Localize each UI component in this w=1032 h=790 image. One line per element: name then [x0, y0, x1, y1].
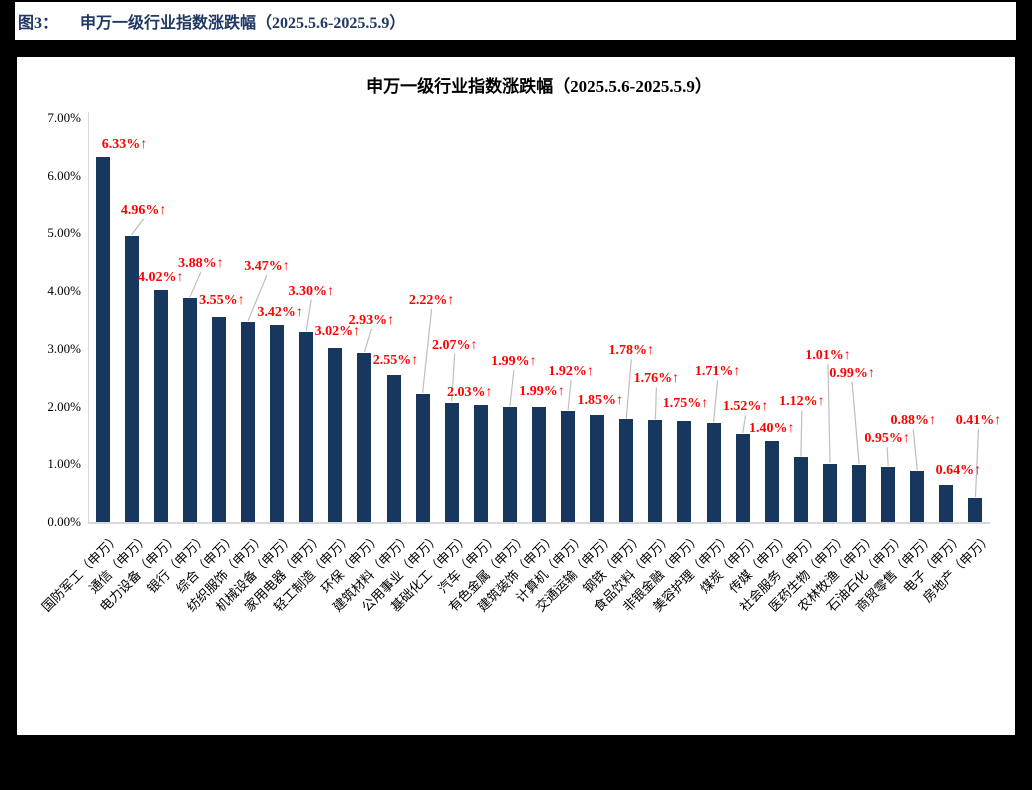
- y-axis-tick: 5.00%: [47, 225, 81, 241]
- leader-line: [625, 359, 632, 419]
- bar: [328, 347, 343, 522]
- bar: [357, 352, 372, 522]
- y-axis-tick: 6.00%: [47, 167, 81, 183]
- bar: [95, 156, 110, 522]
- bar: [764, 441, 779, 522]
- y-axis-tick: 3.00%: [47, 340, 81, 356]
- y-axis-tick: 1.00%: [47, 456, 81, 472]
- bar: [677, 421, 692, 522]
- bar: [211, 317, 226, 522]
- bar: [153, 289, 168, 522]
- bar: [910, 471, 925, 522]
- figure-title-text: 申万一级行业指数涨跌幅（2025.5.6-2025.5.9）: [80, 15, 406, 32]
- bar: [561, 411, 576, 522]
- bar-value-label: 1.52%↑: [722, 399, 769, 415]
- leader-line: [886, 447, 889, 467]
- bar-value-label: 2.03%↑: [447, 384, 493, 400]
- bar-value-label: 1.76%↑: [633, 371, 680, 387]
- bar: [532, 407, 546, 522]
- y-axis-tick: 2.00%: [47, 398, 81, 414]
- bar: [182, 298, 197, 522]
- bar-value-label: 4.02%↑: [137, 269, 184, 285]
- bar: [590, 415, 605, 522]
- bar: [822, 463, 837, 522]
- bar-value-label: 1.75%↑: [662, 396, 709, 411]
- bar: [881, 467, 896, 522]
- bar-value-label: 6.33%↑: [101, 136, 148, 152]
- bar-value-label: 4.96%↑: [120, 202, 167, 218]
- bar-value-label: 2.55%↑: [372, 352, 419, 368]
- x-axis-line: [88, 522, 990, 524]
- bar: [241, 321, 256, 522]
- bar-value-label: 1.99%↑: [519, 384, 565, 400]
- bar-value-label: 2.07%↑: [431, 337, 478, 353]
- bar: [706, 423, 721, 522]
- bar: [124, 235, 139, 522]
- bar-value-label: 2.93%↑: [348, 312, 395, 328]
- bar: [415, 393, 430, 522]
- leader-line: [851, 381, 860, 464]
- bar-value-label: 1.01%↑: [805, 347, 851, 363]
- bar: [968, 498, 983, 522]
- figure-number-label: 图3：: [18, 15, 59, 32]
- bar: [444, 402, 459, 522]
- bar-value-label: 0.41%↑: [955, 413, 1002, 429]
- leader-line: [131, 218, 145, 236]
- bar-value-label: 3.30%↑: [288, 283, 334, 299]
- figure-header: 图3： 申万一级行业指数涨跌幅（2025.5.6-2025.5.9）: [15, 2, 1016, 40]
- bar-value-label: 1.99%↑: [491, 354, 537, 370]
- bar-value-label: 2.22%↑: [408, 292, 455, 308]
- bar-value-label: 0.88%↑: [890, 413, 937, 429]
- y-axis-tick: 4.00%: [47, 283, 81, 299]
- bar: [270, 324, 285, 522]
- y-axis-tick: 0.00%: [47, 514, 81, 529]
- bar-value-label: 1.12%↑: [779, 394, 825, 410]
- y-axis-line: [88, 112, 89, 522]
- bar-value-label: 1.71%↑: [694, 364, 741, 380]
- bar-value-label: 1.78%↑: [608, 343, 655, 359]
- bar: [852, 464, 867, 522]
- bar-value-label: 3.02%↑: [314, 323, 361, 339]
- chart-card: 申万一级行业指数涨跌幅（2025.5.6-2025.5.9） 0.00% 1.00…: [17, 57, 1015, 735]
- bar: [735, 434, 750, 522]
- bar-value-label: 0.95%↑: [864, 431, 910, 447]
- bar-value-label: 1.40%↑: [749, 421, 795, 437]
- y-axis-tick: 7.00%: [47, 110, 81, 125]
- bar: [299, 331, 314, 522]
- bar-value-label: 0.64%↑: [935, 463, 982, 479]
- bar-value-label: 1.85%↑: [577, 393, 623, 409]
- bar: [502, 407, 517, 522]
- bar: [793, 457, 808, 522]
- figure-caption: 图3： 申万一级行业指数涨跌幅（2025.5.6-2025.5.9）: [18, 9, 405, 33]
- bar-value-label: 3.47%↑: [244, 258, 290, 274]
- bar: [619, 419, 634, 522]
- bar-value-label: 1.92%↑: [548, 364, 594, 380]
- bar: [386, 374, 401, 522]
- bar-value-label: 0.99%↑: [829, 365, 875, 381]
- bar-value-label: 3.42%↑: [257, 304, 303, 320]
- bar-value-label: 3.88%↑: [178, 256, 224, 272]
- chart-title: 申万一级行业指数涨跌幅（2025.5.6-2025.5.9）: [366, 77, 712, 96]
- bar: [939, 485, 954, 522]
- bar-value-label: 3.55%↑: [199, 293, 245, 309]
- bar: [648, 420, 663, 522]
- bar: [473, 404, 488, 522]
